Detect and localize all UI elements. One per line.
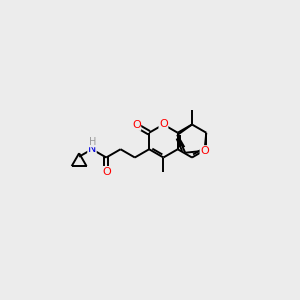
Text: N: N [88,144,96,154]
Text: H: H [89,137,97,147]
Text: O: O [102,167,111,176]
Text: O: O [132,120,141,130]
Text: O: O [159,119,168,130]
Text: O: O [200,146,209,156]
